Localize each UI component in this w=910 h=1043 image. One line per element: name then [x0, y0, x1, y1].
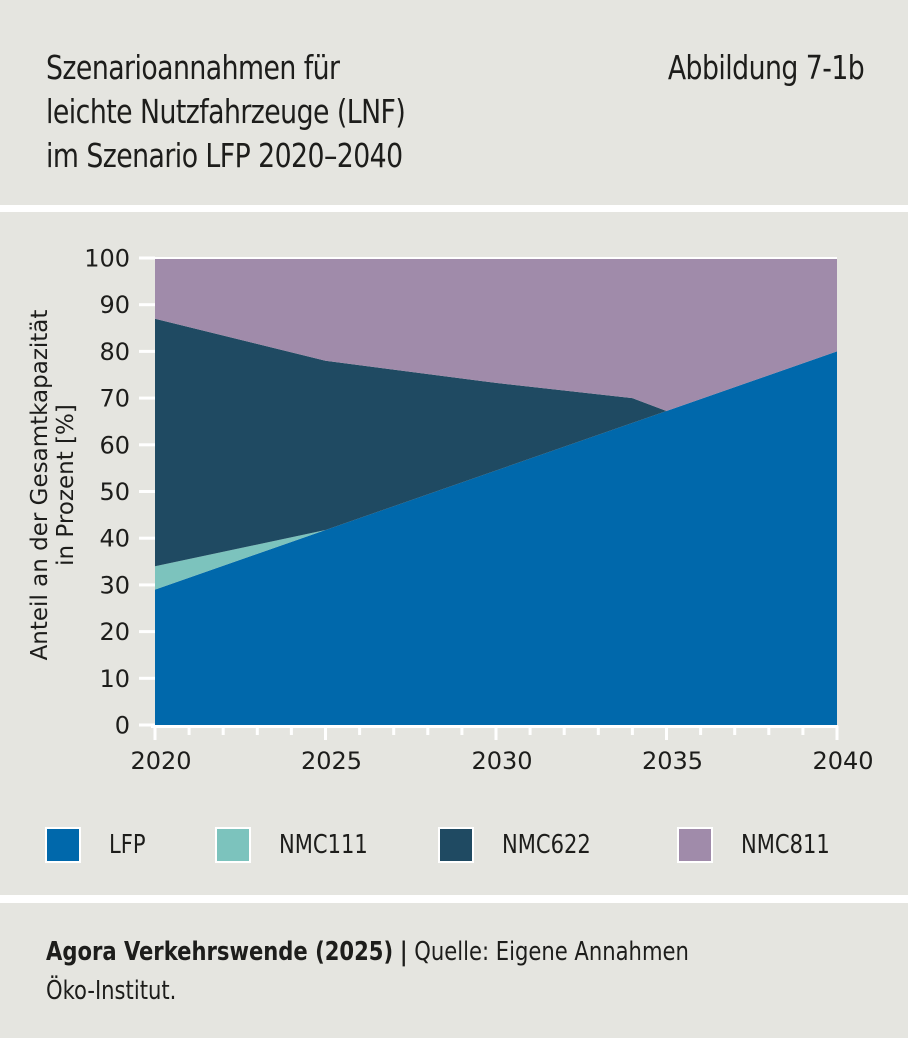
- area-nmc111: [155, 351, 837, 590]
- y-tick-label: 30: [99, 571, 130, 599]
- area-nmc811: [155, 258, 837, 411]
- chart-panel: 0 10 20 30 40 50 60 70 80 90 100 2020 2025 2030 2035 20…: [0, 212, 908, 895]
- legend-swatch-nmc111: [215, 827, 251, 863]
- y-axis-title-line-2: in Prozent [%]: [53, 404, 79, 566]
- y-tick-label: 40: [99, 525, 130, 553]
- publisher: Agora Verkehrswende (2025): [46, 937, 394, 967]
- chart-title: Szenarioannahmen für leichte Nutzfahrzeu…: [46, 46, 406, 178]
- area-lfp: [155, 351, 837, 725]
- y-tick-label: 50: [99, 478, 130, 506]
- legend-item-nmc622: NMC622: [438, 827, 601, 863]
- legend-item-lfp: LFP: [45, 827, 150, 863]
- y-tick-label: 70: [99, 385, 130, 413]
- area-nmc622: [155, 318, 837, 567]
- y-axis-title-line-1: Anteil an der Gesamtkapazität: [27, 310, 53, 661]
- y-tick-label: 10: [99, 665, 130, 693]
- source-line-1: Quelle: Eigene Annahmen: [414, 937, 689, 967]
- header-panel: Szenarioannahmen für leichte Nutzfahrzeu…: [0, 0, 908, 205]
- legend-swatch-nmc811: [677, 827, 713, 863]
- legend-label-nmc622: NMC622: [502, 830, 591, 860]
- y-tick-label: 90: [99, 291, 130, 319]
- y-axis-title: Anteil an der Gesamtkapazität in Prozent…: [27, 310, 79, 661]
- legend-item-nmc111: NMC111: [215, 827, 378, 863]
- x-tick-label: 2025: [301, 747, 362, 775]
- figure-number: Abbildung 7-1b: [667, 48, 865, 87]
- y-tick-label: 0: [115, 712, 130, 740]
- legend-label-nmc811: NMC811: [741, 830, 830, 860]
- legend-swatch-nmc622: [438, 827, 474, 863]
- legend-label-lfp: LFP: [109, 830, 146, 860]
- footer-panel: Agora Verkehrswende (2025) | Quelle: Eig…: [0, 903, 908, 1038]
- x-tick-label: 2040: [812, 747, 873, 775]
- legend: LFP NMC111 NMC622 NMC811: [0, 827, 908, 867]
- x-tick-label: 2030: [471, 747, 532, 775]
- separator: |: [399, 937, 408, 967]
- x-tick-label: 2035: [642, 747, 703, 775]
- y-tick-label: 80: [99, 338, 130, 366]
- legend-label-nmc111: NMC111: [279, 830, 368, 860]
- source-line-2: Öko-Institut.: [46, 976, 177, 1006]
- title-line-1: Szenarioannahmen für: [46, 48, 340, 87]
- x-tick-label: 2020: [130, 747, 191, 775]
- legend-swatch-lfp: [45, 827, 81, 863]
- legend-item-nmc811: NMC811: [677, 827, 840, 863]
- y-tick-label: 60: [99, 431, 130, 459]
- y-tick-label: 20: [99, 618, 130, 646]
- title-line-2: leichte Nutzfahrzeuge (LNF): [46, 92, 406, 131]
- title-line-3: im Szenario LFP 2020–2040: [46, 136, 403, 175]
- source-note: Agora Verkehrswende (2025) | Quelle: Eig…: [46, 933, 689, 1011]
- area-layer: [155, 258, 837, 725]
- y-tick-label: 100: [84, 245, 130, 273]
